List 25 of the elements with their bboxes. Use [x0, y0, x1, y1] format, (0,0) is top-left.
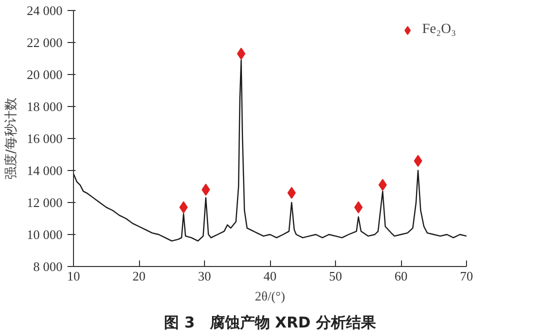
x-tick-label: 30 [198, 268, 211, 284]
y-tick-label: 20 000 [26, 67, 62, 82]
legend-label: Fe₂O₃ [422, 22, 456, 38]
x-tick-label: 40 [264, 268, 276, 284]
y-tick-label: 24 000 [26, 3, 62, 18]
x-tick-label: 20 [132, 268, 146, 284]
x-tick-label: 50 [329, 268, 342, 284]
point [179, 201, 188, 214]
y-tick-label: 14 000 [26, 163, 62, 178]
point [414, 154, 422, 167]
y-tick-label: 10 000 [26, 227, 62, 242]
caption: 图 3 腐蚀产物 XRD 分析结果 [164, 314, 377, 332]
y-tick-label: 18 000 [26, 99, 62, 114]
point [354, 201, 363, 214]
y-tick-label: 8 000 [33, 259, 62, 274]
y-tick-label: 12 000 [26, 195, 62, 210]
point [287, 186, 296, 199]
y-axis-title: 强度/每秒计数 [2, 97, 19, 180]
x-axis-title: 2θ/(°) [254, 288, 286, 304]
x-tick-label: 10 [67, 268, 80, 284]
y-tick-label: 16 000 [26, 131, 62, 146]
x-tick-label: 70 [460, 268, 473, 284]
point [378, 178, 387, 191]
x-tick-label: 60 [394, 268, 408, 284]
y-tick-label: 22 000 [26, 35, 62, 50]
